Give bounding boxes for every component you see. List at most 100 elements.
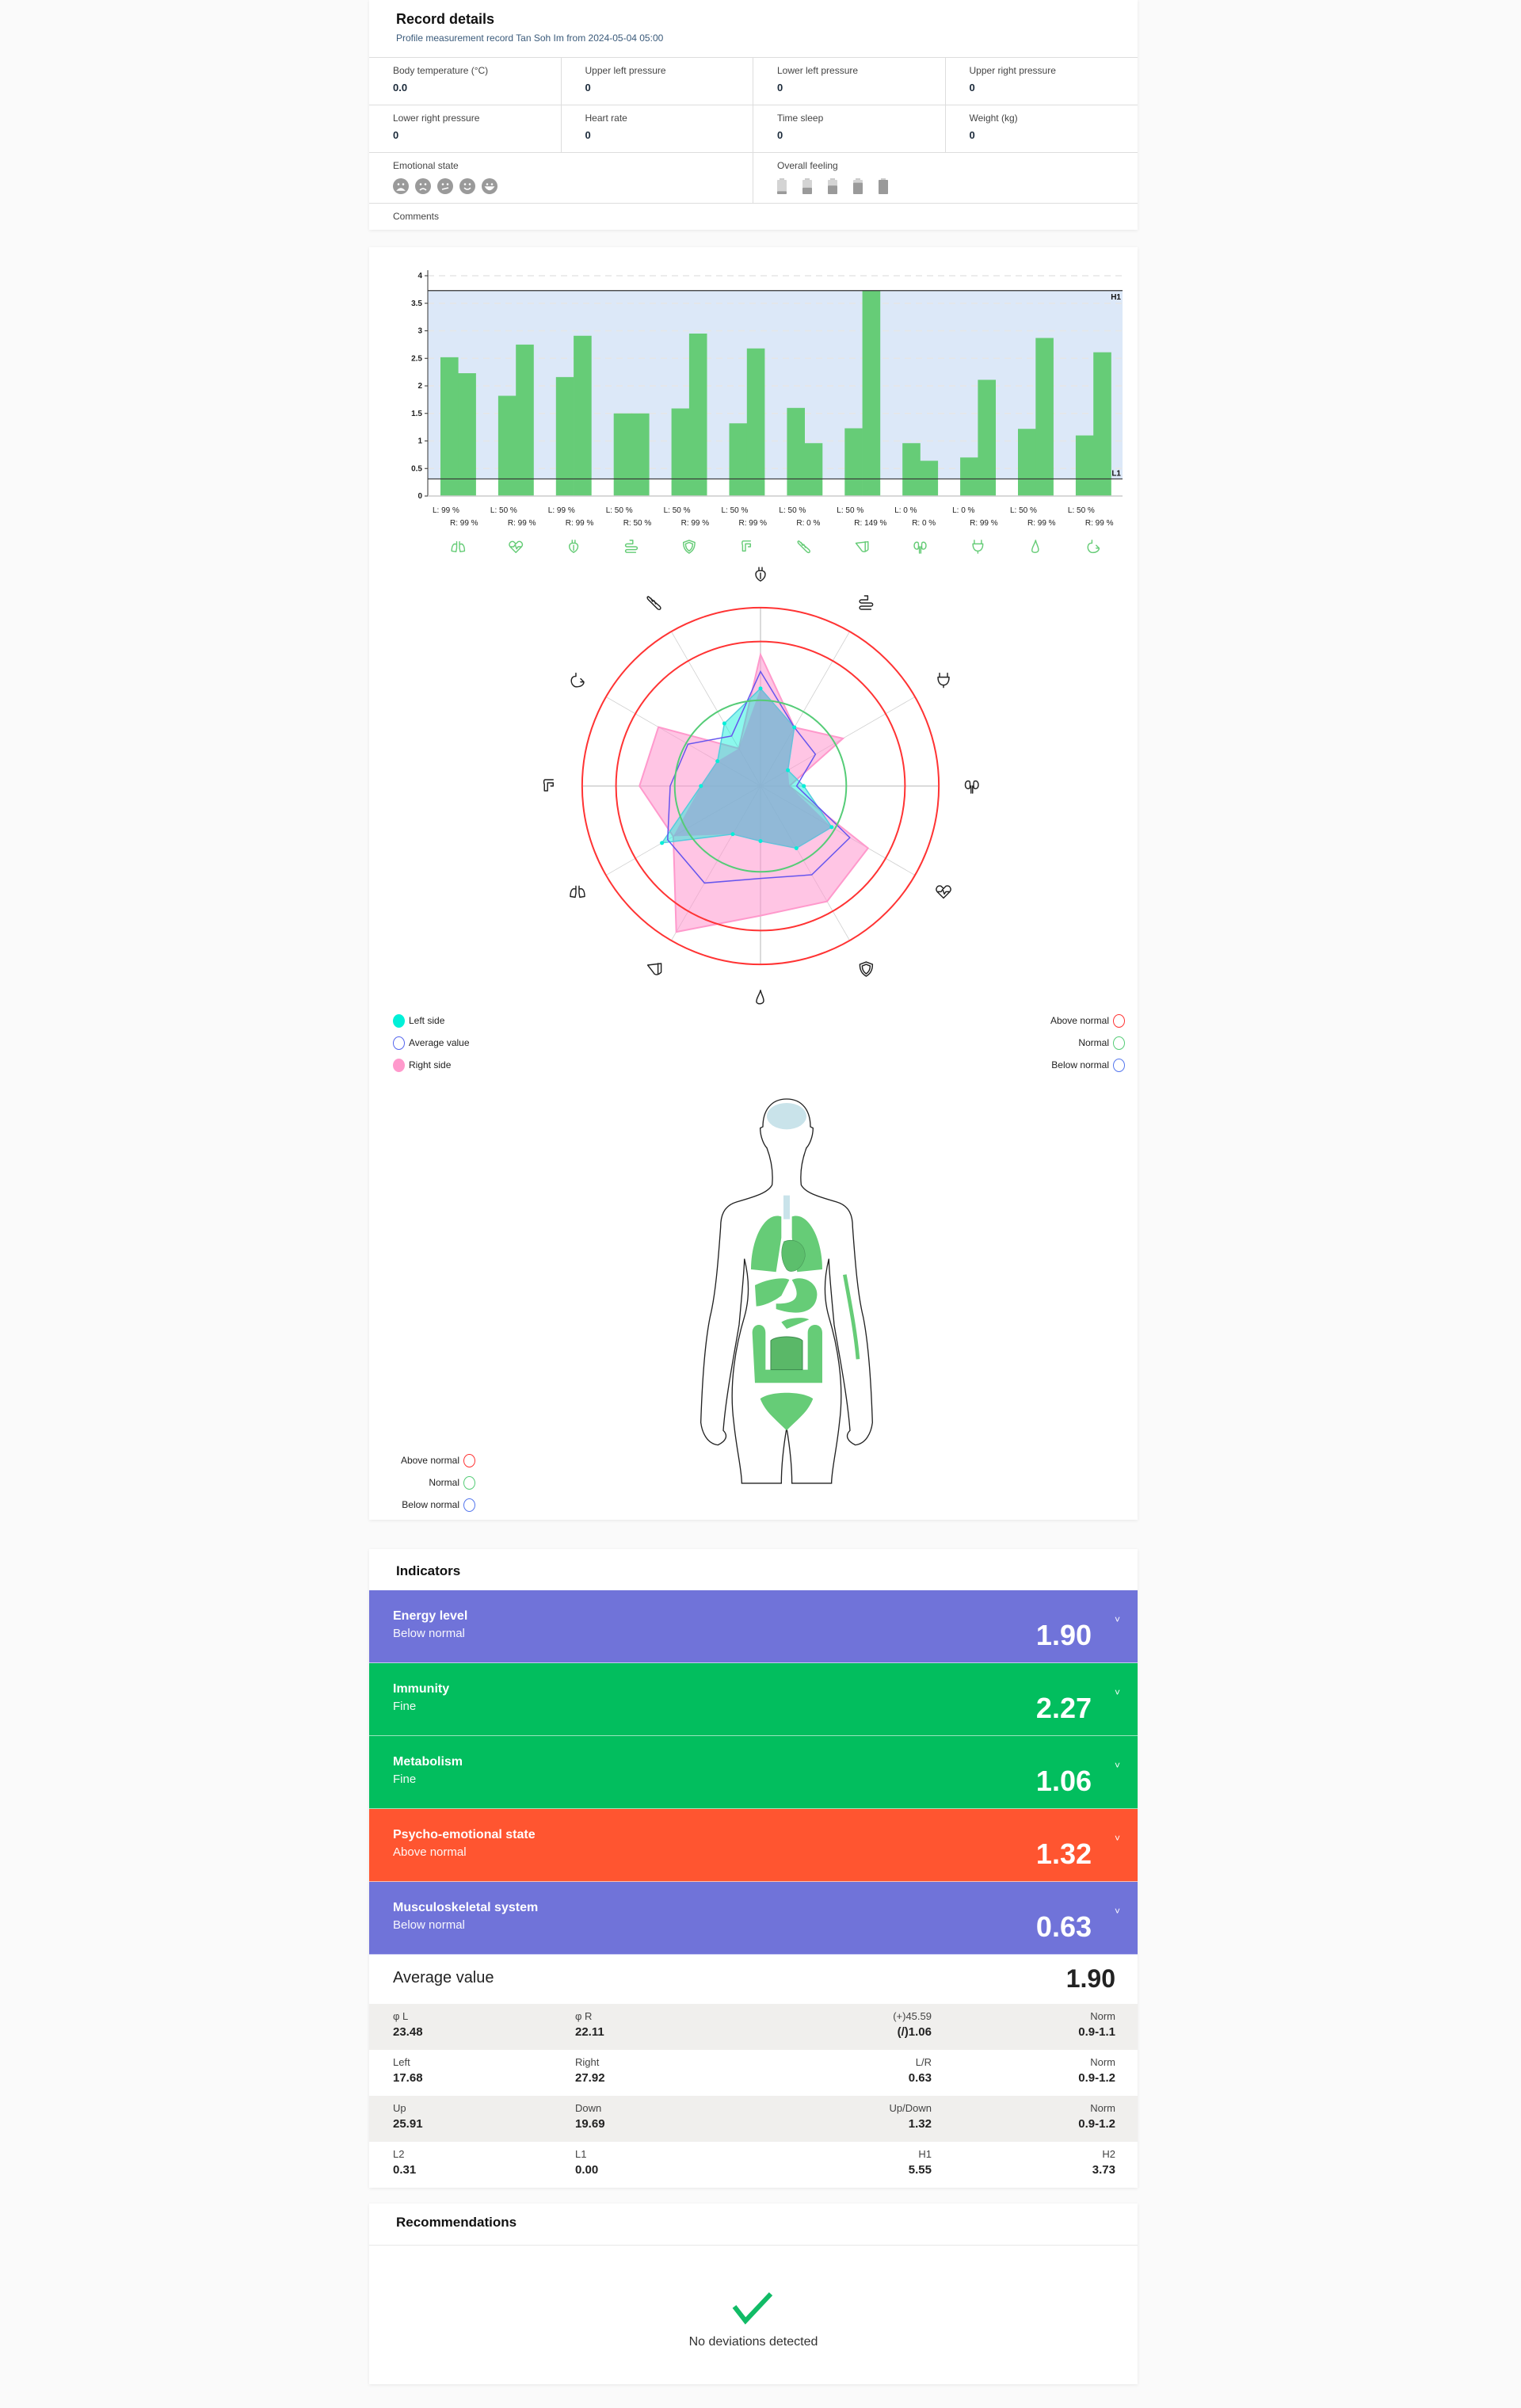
- bar-bladder-right[interactable]: [978, 380, 996, 496]
- average-value: 1.90: [1065, 1964, 1115, 1993]
- stomach: [776, 1278, 818, 1313]
- indicator-row[interactable]: Immunity Fine 2.27 ˅: [369, 1663, 1138, 1736]
- lungs-icon: [570, 885, 585, 899]
- battery-icon[interactable]: [879, 178, 888, 194]
- y-tick-label: 3: [417, 327, 422, 336]
- bar-intestine-right[interactable]: [631, 413, 650, 496]
- bar-kidneys-left[interactable]: [902, 443, 921, 496]
- legend-label: Average value: [409, 1037, 470, 1048]
- bladder-icon: [972, 540, 984, 554]
- cell-value: 0.00: [575, 2163, 599, 2177]
- indicator-row[interactable]: Musculoskeletal system Below normal 0.63 ˅: [369, 1882, 1138, 1955]
- indicator-status: Fine: [393, 1700, 417, 1713]
- bar-liver-right[interactable]: [862, 290, 881, 496]
- cell-key: Up: [393, 2102, 406, 2114]
- bar-lungs-left[interactable]: [440, 357, 459, 496]
- liver-icon: [646, 963, 662, 975]
- chevron-down-icon[interactable]: ˅: [1114, 1906, 1120, 1917]
- bar-gallbladder-left[interactable]: [1018, 429, 1036, 496]
- heart-rate-icon: [936, 885, 951, 899]
- legend-item: Left side: [393, 1013, 444, 1028]
- cell-value: 19.69: [575, 2117, 605, 2131]
- bar-left-label: L: 99 %: [548, 506, 575, 515]
- chevron-down-icon[interactable]: ˅: [1114, 1833, 1120, 1844]
- radar-left-point: [722, 721, 726, 726]
- chevron-down-icon[interactable]: ˅: [1114, 1687, 1120, 1698]
- emotional-state-field: Emotional state: [369, 152, 753, 203]
- indicator-row[interactable]: Psycho-emotional state Above normal 1.32 ˅: [369, 1809, 1138, 1882]
- cell-key: L2: [393, 2148, 405, 2160]
- indicator-row[interactable]: Metabolism Fine 1.06 ˅: [369, 1736, 1138, 1809]
- radar-ring: [581, 606, 940, 966]
- legend-label: Above normal: [400, 1455, 459, 1466]
- average-table-cell: H2 3.73: [1092, 2148, 1115, 2177]
- legend-marker: [463, 1453, 475, 1467]
- legend-marker: [1113, 1013, 1125, 1028]
- bar-left-label: L: 0 %: [894, 506, 917, 515]
- radar-left-point: [829, 825, 834, 830]
- battery-icon[interactable]: [853, 178, 863, 194]
- battery-icon[interactable]: [828, 178, 837, 194]
- cell-key: Up/Down: [889, 2102, 932, 2114]
- bar-pancreas-left[interactable]: [787, 407, 805, 496]
- bar-lungs-right[interactable]: [458, 373, 476, 496]
- bar-stomach-right[interactable]: [1093, 352, 1111, 496]
- battery-icon[interactable]: [777, 178, 787, 194]
- battery-icon[interactable]: [802, 178, 812, 194]
- cell-key: φ L: [393, 2010, 409, 2022]
- indicator-name: Metabolism: [393, 1755, 463, 1769]
- bar-kidneys-right[interactable]: [920, 460, 939, 496]
- very-sad-face-icon[interactable]: [393, 178, 409, 194]
- overall-feeling-field: Overall feeling: [753, 152, 1138, 203]
- indicator-row[interactable]: Energy level Below normal 1.90 ˅: [369, 1590, 1138, 1663]
- record-field: Upper right pressure 0: [945, 57, 1138, 105]
- legend-label: Normal: [429, 1477, 459, 1488]
- normal-range-band: [428, 290, 1123, 479]
- chevron-down-icon[interactable]: ˅: [1114, 1614, 1120, 1625]
- average-table-row: Left 17.68 Right 27.92 L/R 0.63 Norm 0.9-1.2: [369, 2050, 1138, 2096]
- record-title: Record details: [396, 11, 495, 27]
- heart-organ: [781, 1240, 806, 1272]
- bar-intestine-left[interactable]: [613, 413, 632, 496]
- bar-immunity-shield-left[interactable]: [671, 408, 690, 496]
- bar-colon-right[interactable]: [746, 348, 765, 496]
- cell-key: H1: [918, 2148, 932, 2160]
- cell-key: L1: [575, 2148, 587, 2160]
- comments-label: Comments: [393, 211, 440, 222]
- legend-marker: [463, 1498, 475, 1512]
- neutral-face-icon[interactable]: [437, 178, 453, 194]
- bar-pancreas-right[interactable]: [804, 443, 823, 496]
- body-figure: [700, 1098, 873, 1484]
- bar-stomach-left[interactable]: [1075, 435, 1094, 496]
- chevron-down-icon[interactable]: ˅: [1114, 1760, 1120, 1771]
- happy-face-icon[interactable]: [482, 178, 497, 194]
- average-table-cell: Up/Down 1.32: [890, 2102, 932, 2131]
- cell-value: 17.68: [393, 2071, 423, 2085]
- bar-bladder-left[interactable]: [960, 457, 978, 496]
- average-table-cell: φ L 23.48: [393, 2010, 423, 2039]
- bar-colon-left[interactable]: [729, 423, 748, 496]
- cell-key: Right: [575, 2056, 600, 2068]
- bar-liver-left[interactable]: [844, 428, 863, 496]
- sad-face-icon[interactable]: [415, 178, 431, 194]
- record-field: Upper left pressure 0: [561, 57, 753, 105]
- average-table-cell: Norm 0.9-1.2: [1078, 2102, 1115, 2131]
- y-tick-label: 2: [417, 382, 422, 391]
- record-field-value: 0: [969, 82, 975, 93]
- smile-face-icon[interactable]: [459, 178, 475, 194]
- cell-value: 0.9-1.1: [1078, 2025, 1115, 2039]
- bar-heart-rate-right[interactable]: [516, 344, 534, 496]
- indicator-name: Musculoskeletal system: [393, 1901, 539, 1914]
- checkmark-icon: [732, 2292, 773, 2325]
- record-field-label: Heart rate: [585, 113, 627, 124]
- bar-heart-left[interactable]: [555, 376, 574, 496]
- gallbladder-icon: [756, 990, 764, 1005]
- gallbladder-icon: [1031, 540, 1039, 553]
- average-table-cell: L2 0.31: [393, 2148, 416, 2177]
- bar-heart-rate-left[interactable]: [497, 395, 517, 496]
- bar-gallbladder-right[interactable]: [1035, 338, 1054, 496]
- record-field: Body temperature (°C) 0.0: [369, 57, 562, 105]
- bar-heart-right[interactable]: [574, 335, 592, 496]
- bar-immunity-shield-right[interactable]: [688, 333, 707, 496]
- record-field-label: Time sleep: [777, 113, 824, 124]
